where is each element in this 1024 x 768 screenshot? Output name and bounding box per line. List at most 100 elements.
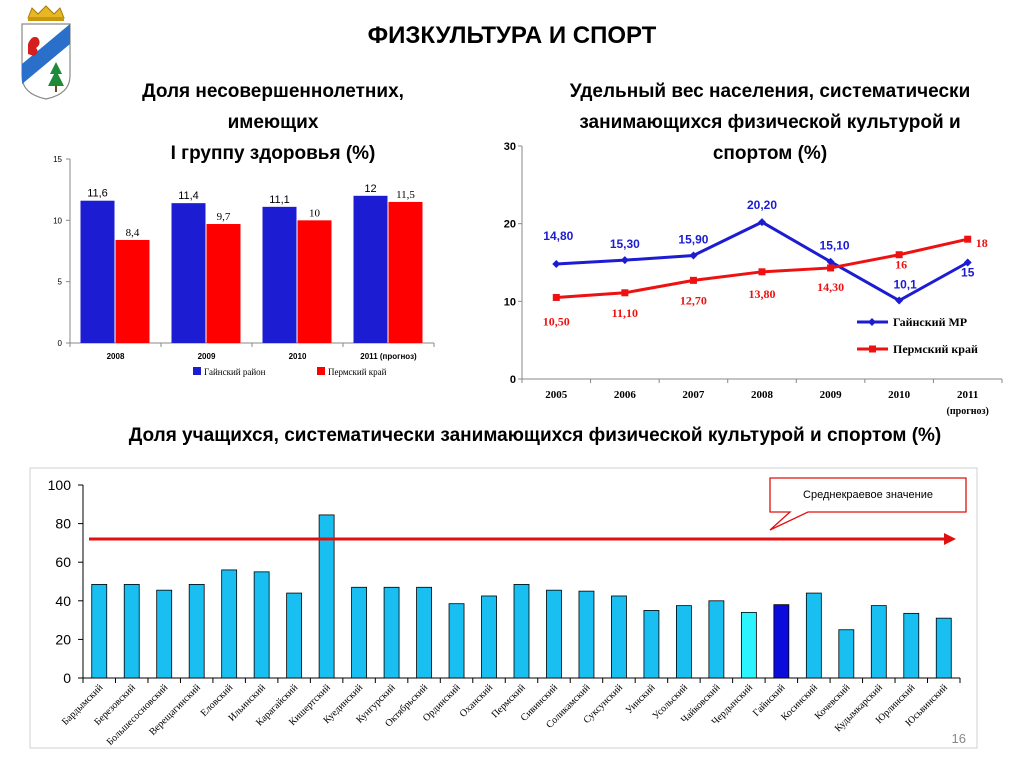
- chart2-category-label: 2009: [820, 389, 843, 401]
- chart3-title: Доля учащихся, систематически занимающих…: [128, 425, 942, 446]
- chart1-title: Доля несовершеннолетних, имеющих I групп…: [98, 76, 448, 169]
- page-number: 16: [951, 731, 966, 746]
- chart1-bar-perm: [388, 201, 423, 343]
- chart3-bar: [123, 583, 140, 679]
- chart3-bar: [383, 586, 400, 679]
- chart2-marker-gaynsky: [826, 257, 835, 266]
- chart3-bar: [286, 592, 303, 679]
- chart3-bar: [740, 611, 757, 679]
- chart3-bar: [903, 612, 920, 679]
- chart3-callout-label: Среднекраевое значение: [803, 489, 933, 501]
- chart3-bar: [513, 583, 530, 679]
- chart2-marker-perm: [895, 251, 903, 259]
- chart2-data-label-gaynsky: 15,90: [678, 233, 708, 247]
- chart3-frame: [29, 467, 978, 749]
- chart2-marker-perm: [827, 264, 835, 272]
- chart3-y-tick-label: 40: [55, 593, 71, 609]
- chart1-legend-label: Гайнский район: [204, 367, 266, 377]
- chart1-data-label: 9,7: [217, 211, 231, 223]
- chart2-marker-gaynsky: [963, 258, 972, 267]
- chart2-category-note: (прогноз): [947, 406, 989, 417]
- chart2-data-label-perm: 13,80: [749, 287, 776, 301]
- chart2-marker-gaynsky: [552, 260, 561, 269]
- chart3-bar: [221, 569, 238, 679]
- chart1-title-line: I группу здоровья (%): [170, 143, 376, 164]
- chart3-reference-arrowhead: [944, 533, 956, 546]
- chart2-marker-gaynsky: [620, 256, 629, 265]
- chart2-title: Удельный вес населения, систематически з…: [520, 76, 1020, 169]
- chart1-legend-label: Пермский край: [328, 367, 387, 377]
- chart1-data-label: 11,4: [178, 190, 199, 202]
- chart2-marker-perm: [552, 293, 560, 301]
- chart2-title-line: Удельный вес населения, систематически: [569, 81, 971, 102]
- chart1-bar-perm: [115, 239, 150, 343]
- chart3-bar: [91, 583, 108, 679]
- chart3-bar: [676, 605, 692, 679]
- chart2-title-line: спортом (%): [712, 143, 828, 164]
- chart2-y-tick-label: 0: [510, 374, 516, 386]
- chart2-data-label-perm: 16: [895, 258, 907, 272]
- chart2-data-label-gaynsky: 15,30: [610, 237, 640, 251]
- chart1-bar-gaynsky: [171, 203, 206, 343]
- chart1-data-label: 8,4: [126, 227, 140, 239]
- chart2-data-label-gaynsky: 15,10: [820, 239, 850, 253]
- chart3-category-label: Большесосновский: [105, 682, 171, 748]
- chart2-data-label-gaynsky: 20,20: [747, 198, 777, 212]
- chart3-y-tick-label: 100: [48, 477, 72, 493]
- chart3-bar: [773, 604, 790, 679]
- chart1-bar-gaynsky: [353, 195, 388, 343]
- chart2-marker-perm: [689, 276, 697, 284]
- chart3-bar: [611, 595, 627, 679]
- chart3-y-tick-label: 0: [63, 670, 71, 686]
- chart1-category-label: 2010: [289, 352, 307, 361]
- chart3-bar: [643, 610, 660, 679]
- chart3-callout-box: [769, 477, 967, 531]
- chart1-data-label: 11,6: [87, 188, 108, 200]
- chart2-y-tick-label: 20: [504, 219, 516, 231]
- chart2-category-label: 2006: [614, 389, 637, 401]
- chart3-bar: [416, 586, 432, 679]
- chart3-y-tick-label: 60: [55, 554, 71, 570]
- chart1-data-label: 10: [309, 207, 321, 219]
- page-title: ФИЗКУЛЬТУРА И СПОРТ: [367, 22, 657, 49]
- chart2-category-label: 2010: [888, 389, 911, 401]
- chart2-marker-perm: [621, 289, 629, 297]
- chart1-y-tick-label: 15: [53, 155, 62, 164]
- chart1-data-label: 11,5: [396, 189, 415, 201]
- chart3-bar: [253, 571, 270, 679]
- chart3-bar: [838, 629, 855, 679]
- chart1-legend-swatch: [317, 367, 325, 375]
- chart2-category-label: 2011: [957, 389, 978, 401]
- chart1-bar-perm: [297, 220, 332, 343]
- chart1-category-label: 2011 (прогноз): [360, 352, 417, 361]
- chart3-bar: [448, 603, 465, 679]
- chart2-marker-gaynsky: [758, 218, 766, 227]
- chart3-bar: [156, 589, 173, 679]
- chart1-data-label: 12: [364, 183, 376, 195]
- chart1-category-label: 2008: [107, 352, 125, 361]
- chart1-data-label: 11,1: [269, 194, 290, 206]
- chart3-bar: [546, 589, 562, 679]
- chart3-bar: [318, 514, 335, 679]
- chart2-data-label-gaynsky: 15: [961, 266, 975, 280]
- chart1-title-line: имеющих: [227, 112, 319, 133]
- chart2-marker-gaynsky: [895, 296, 904, 305]
- chart3-bar: [351, 586, 367, 679]
- chart3-bar: [805, 592, 822, 679]
- chart2-data-label-perm: 14,30: [817, 280, 844, 294]
- chart2-y-tick-label: 10: [504, 296, 516, 308]
- chart2-data-label-perm: 12,70: [680, 293, 707, 307]
- chart1-title-line: Доля несовершеннолетних,: [142, 81, 404, 102]
- chart1-bar-gaynsky: [262, 206, 297, 343]
- chart1-y-tick-label: 5: [58, 278, 63, 287]
- chart3-bar: [870, 605, 887, 679]
- chart2-legend-label: Гайнский МР: [893, 315, 967, 329]
- chart2-y-tick-label: 30: [504, 141, 516, 153]
- chart2-data-label-gaynsky: 14,80: [543, 229, 573, 243]
- chart1-y-tick-label: 10: [53, 216, 62, 225]
- chart1-category-label: 2009: [198, 352, 216, 361]
- chart3-bar: [708, 600, 725, 679]
- chart2-marker-gaynsky: [689, 251, 698, 260]
- chart1-bar-gaynsky: [80, 200, 115, 343]
